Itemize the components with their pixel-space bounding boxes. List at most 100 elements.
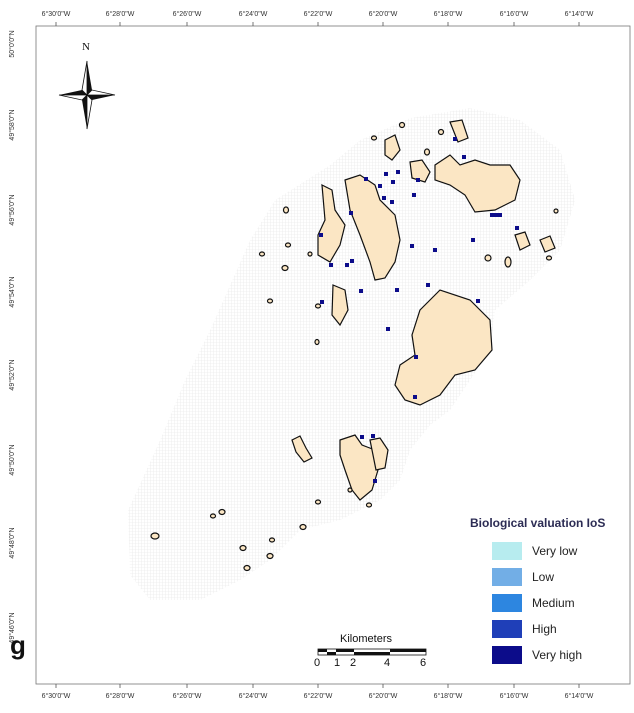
legend-title: Biological valuation IoS: [470, 516, 606, 530]
islet-3: [209, 513, 217, 519]
bottom-tick-label: 6°14'0"W: [565, 692, 594, 700]
island-main-south: [394, 289, 493, 406]
left-tick-label: 49°52'0"N: [8, 359, 16, 390]
islet-6: [266, 552, 274, 560]
islands: [150, 119, 559, 572]
islet-25: [365, 502, 373, 508]
scale-label: 2: [350, 657, 357, 669]
left-tick-label: 49°46'0"N: [8, 612, 16, 643]
scale-label: 4: [384, 657, 391, 669]
islet-21: [545, 255, 553, 261]
scale-bar: Kilometers 0 1 2 4 6: [312, 633, 432, 671]
legend-swatch: [492, 620, 522, 638]
scale-label: 6: [420, 657, 427, 669]
panel-letter: g: [10, 630, 26, 660]
islet-12: [284, 242, 292, 248]
bottom-tick-label: 6°18'0"W: [434, 692, 463, 700]
islet-7: [268, 537, 276, 543]
islet-20: [504, 256, 512, 268]
scale-bar-title: Kilometers: [340, 633, 392, 645]
bottom-tick-label: 6°28'0"W: [106, 692, 135, 700]
legend-label: High: [532, 622, 557, 636]
left-tick-label: 49°54'0"N: [8, 276, 16, 307]
islet-18: [398, 121, 406, 129]
islet-16: [437, 128, 445, 136]
island-small-east: [369, 437, 389, 471]
scale-label: 0: [314, 657, 321, 669]
left-tick-labels: 50°0'0"N 49°58'0"N 49°56'0"N 49°54'0"N 4…: [8, 30, 16, 643]
islet-13: [266, 298, 274, 304]
left-tick-label: 49°50'0"N: [8, 444, 16, 475]
bottom-tick-labels: 6°30'0"W 6°28'0"W 6°26'0"W 6°24'0"W 6°22…: [42, 692, 594, 700]
island-west-2: [331, 284, 349, 327]
islet-5: [243, 564, 251, 572]
legend: Biological valuation IoS Very low Low Me…: [470, 516, 620, 668]
bottom-tick-label: 6°22'0"W: [304, 692, 333, 700]
legend-swatch: [492, 594, 522, 612]
legend-item: Very low: [470, 538, 620, 564]
islet-8: [299, 523, 307, 531]
top-tick-label: 6°30'0"W: [42, 10, 71, 18]
legend-label: Very high: [532, 648, 583, 662]
top-tick-label: 6°22'0"W: [304, 10, 333, 18]
axis-tickmarks: [55, 22, 580, 688]
islet-22: [553, 208, 559, 214]
islet-4: [239, 544, 247, 552]
top-tick-label: 6°18'0"W: [434, 10, 463, 18]
top-tick-label: 6°20'0"W: [369, 10, 398, 18]
islet-19: [484, 254, 492, 262]
left-tick-label: 50°0'0"N: [8, 30, 16, 57]
legend-swatch: [492, 568, 522, 586]
bottom-tick-label: 6°30'0"W: [42, 692, 71, 700]
compass-rose-icon: [58, 60, 116, 130]
island-northeast: [434, 154, 521, 213]
island-ne-tip: [449, 119, 469, 143]
island-central: [344, 174, 401, 281]
islet-14: [282, 206, 290, 214]
islet-2: [218, 508, 226, 516]
legend-item: Medium: [470, 590, 620, 616]
islet-1: [150, 532, 160, 540]
islet-10: [281, 264, 289, 272]
islet-27: [307, 251, 313, 257]
map-frame: [35, 25, 631, 685]
islet-24: [314, 338, 320, 346]
left-tick-label: 49°56'0"N: [8, 194, 16, 225]
top-tick-label: 6°14'0"W: [565, 10, 594, 18]
legend-label: Medium: [532, 596, 575, 610]
top-tick-label: 6°16'0"W: [500, 10, 529, 18]
top-tick-labels: 6°30'0"W 6°28'0"W 6°26'0"W 6°24'0"W 6°22…: [42, 10, 594, 18]
islet-17: [423, 148, 431, 156]
bottom-tick-label: 6°20'0"W: [369, 692, 398, 700]
islet-9: [314, 499, 322, 505]
top-tick-label: 6°28'0"W: [106, 10, 135, 18]
legend-item: High: [470, 616, 620, 642]
left-tick-label: 49°58'0"N: [8, 109, 16, 140]
scale-bar-graphic: [317, 648, 427, 656]
legend-swatch: [492, 542, 522, 560]
scale-label: 1: [334, 657, 341, 669]
island-e-2: [539, 235, 556, 253]
legend-swatch: [492, 646, 522, 664]
legend-label: Low: [532, 570, 555, 584]
bottom-tick-label: 6°24'0"W: [239, 692, 268, 700]
islet-15: [370, 135, 378, 141]
scale-bar-labels: 0 1 2 4 6: [312, 657, 432, 671]
islet-11: [258, 251, 266, 257]
bottom-tick-label: 6°16'0"W: [500, 692, 529, 700]
islet-23: [314, 303, 322, 309]
north-label: N: [82, 41, 90, 53]
hotspot-cells: [319, 137, 519, 483]
survey-grid-area: [128, 108, 575, 600]
left-tick-label: 49°48'0"N: [8, 527, 16, 558]
top-tick-label: 6°26'0"W: [173, 10, 202, 18]
island-ne-2: [409, 159, 431, 183]
bottom-tick-label: 6°26'0"W: [173, 692, 202, 700]
legend-item: Low: [470, 564, 620, 590]
island-se-sm: [291, 435, 313, 463]
island-south-cluster: [339, 434, 379, 501]
island-n-1: [384, 134, 401, 161]
islet-26: [347, 487, 353, 493]
island-west: [317, 183, 346, 263]
